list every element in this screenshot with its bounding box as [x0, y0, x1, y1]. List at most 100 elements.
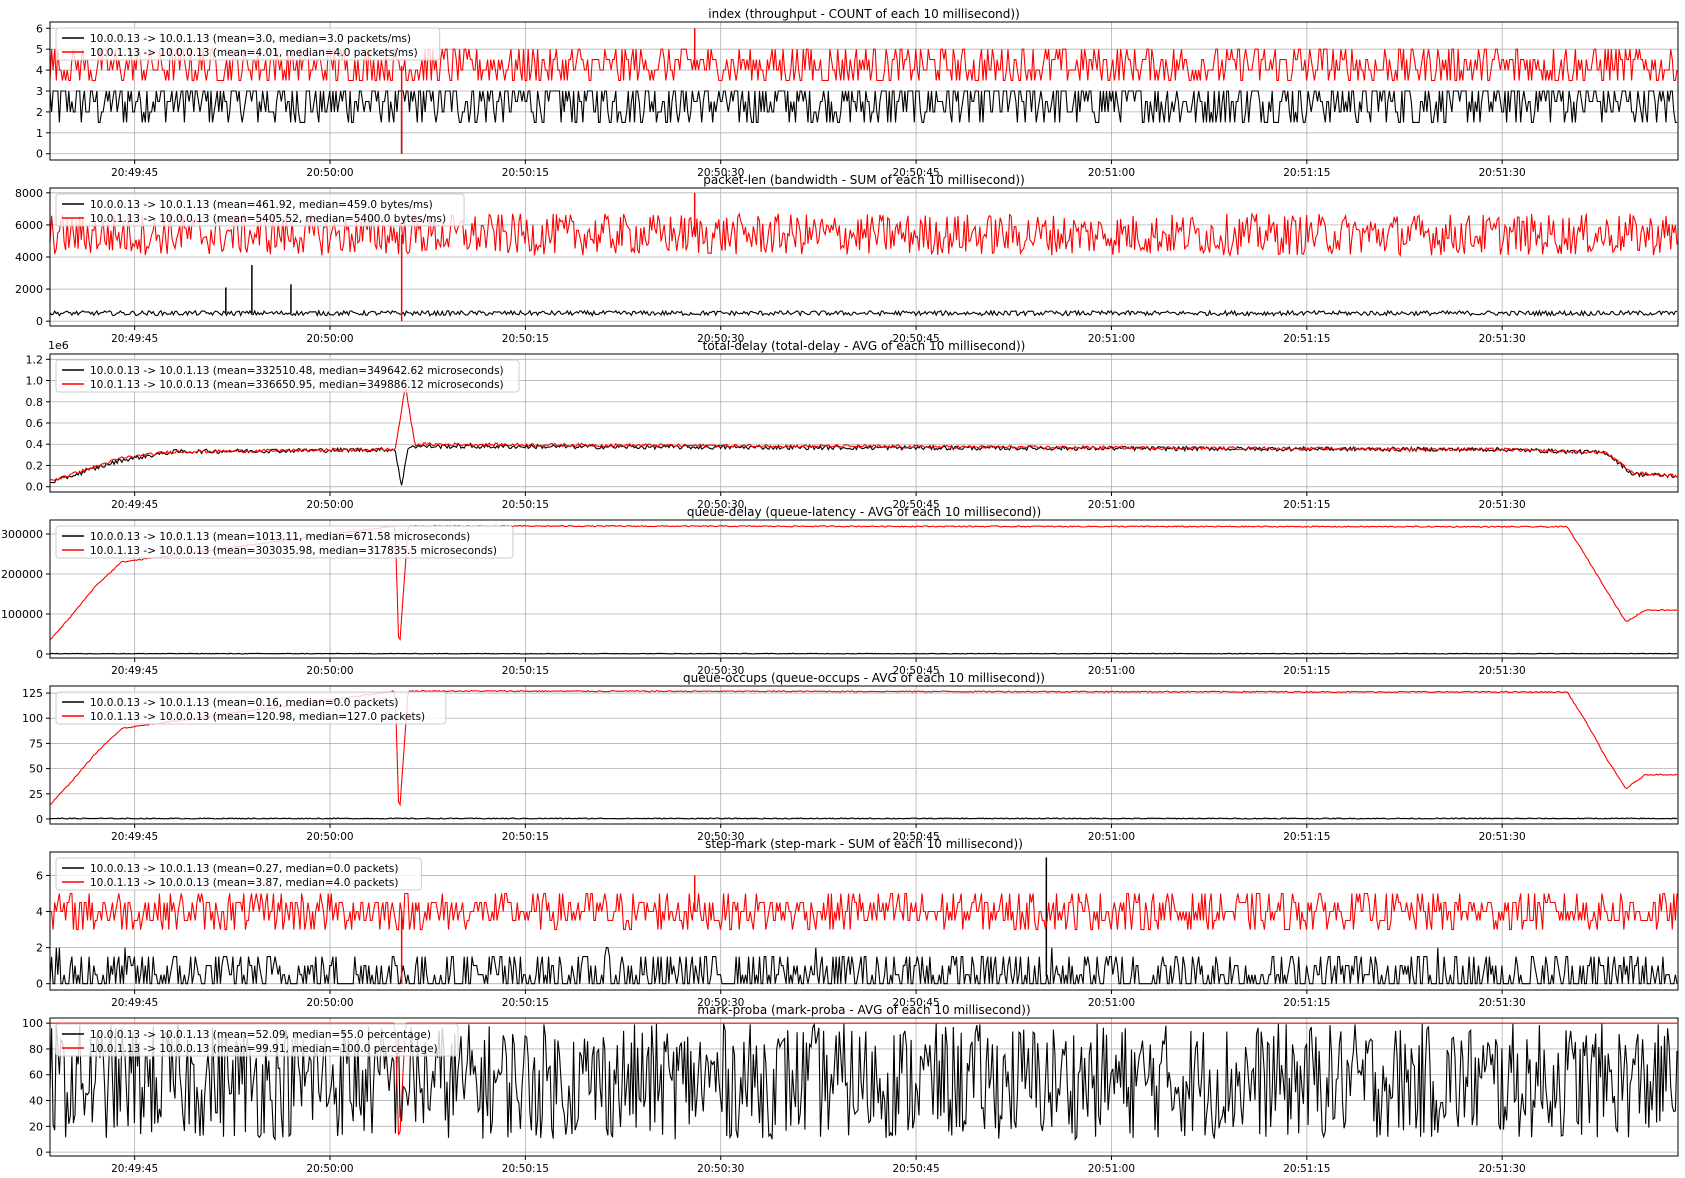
legend-label: 10.0.0.13 -> 10.0.1.13 (mean=52.09, medi…	[90, 1029, 431, 1041]
series-group	[50, 857, 1678, 985]
axes-frame	[49, 1017, 1679, 1157]
xtick-label: 20:51:00	[1088, 665, 1135, 677]
ytick-label: 80	[29, 1043, 43, 1056]
series-line	[50, 309, 1678, 318]
xtick-label: 20:50:45	[893, 1163, 940, 1175]
xtick-label: 20:50:00	[306, 1163, 353, 1175]
legend-label: 10.0.1.13 -> 10.0.0.13 (mean=303035.98, …	[90, 545, 497, 557]
legend-label: 10.0.1.13 -> 10.0.0.13 (mean=336650.95, …	[90, 379, 504, 391]
axes-frame	[49, 685, 1679, 825]
subplot-2: packet-len (bandwidth - SUM of each 10 m…	[15, 173, 1679, 345]
xtick-label: 20:50:45	[893, 665, 940, 677]
subplot-3: total-delay (total-delay - AVG of each 1…	[26, 339, 1679, 511]
ytick-label: 100	[22, 712, 43, 725]
xtick-label: 20:50:30	[697, 665, 744, 677]
legend-label: 10.0.1.13 -> 10.0.0.13 (mean=4.01, media…	[90, 47, 418, 59]
ytick-label: 60	[29, 1069, 43, 1082]
xtick-label: 20:51:15	[1283, 499, 1330, 511]
xtick-label: 20:50:15	[502, 997, 549, 1009]
subplot-title: step-mark (step-mark - SUM of each 10 mi…	[705, 837, 1023, 851]
legend-label: 10.0.0.13 -> 10.0.1.13 (mean=0.27, media…	[90, 863, 398, 875]
xtick-label: 20:50:45	[893, 997, 940, 1009]
xtick-label: 20:50:45	[893, 333, 940, 345]
xtick-label: 20:50:30	[697, 167, 744, 179]
series-line	[50, 892, 1678, 931]
xtick-label: 20:50:15	[502, 1163, 549, 1175]
legend-box	[55, 525, 514, 559]
xtick-label: 20:50:45	[893, 831, 940, 843]
xtick-label: 20:51:30	[1479, 997, 1526, 1009]
xtick-label: 20:50:00	[306, 499, 353, 511]
ytick-label: 2000	[15, 283, 43, 296]
xtick-label: 20:50:45	[893, 167, 940, 179]
series-line	[50, 1022, 1677, 1136]
subplot-title: total-delay (total-delay - AVG of each 1…	[703, 339, 1026, 353]
xtick-label: 20:51:15	[1283, 997, 1330, 1009]
xtick-label: 20:50:00	[306, 333, 353, 345]
ytick-label: 1.2	[26, 353, 44, 366]
xtick-label: 20:50:30	[697, 997, 744, 1009]
ytick-label: 200000	[1, 568, 43, 581]
xtick-label: 20:50:00	[306, 665, 353, 677]
subplot-title: mark-proba (mark-proba - AVG of each 10 …	[697, 1003, 1030, 1017]
series-group	[50, 1022, 1678, 1142]
xtick-label: 20:50:15	[502, 831, 549, 843]
series-group	[50, 192, 1678, 322]
ytick-label: 3	[36, 85, 43, 98]
xtick-label: 20:49:45	[111, 665, 158, 677]
legend-box	[55, 1023, 459, 1057]
subplot-title: index (throughput - COUNT of each 10 mil…	[708, 7, 1020, 21]
xtick-label: 20:50:30	[697, 831, 744, 843]
ytick-label: 0	[36, 315, 43, 328]
ytick-label: 25	[29, 788, 43, 801]
legend-box	[55, 27, 441, 61]
ytick-label: 6	[36, 869, 43, 882]
xtick-label: 20:51:15	[1283, 167, 1330, 179]
ytick-label: 4	[36, 64, 43, 77]
subplot-7: mark-proba (mark-proba - AVG of each 10 …	[22, 1003, 1679, 1175]
xtick-label: 20:51:30	[1479, 499, 1526, 511]
xtick-label: 20:51:00	[1088, 167, 1135, 179]
ytick-label: 0	[36, 978, 43, 991]
ytick-label: 5	[36, 43, 43, 56]
xtick-label: 20:51:15	[1283, 665, 1330, 677]
xtick-label: 20:51:00	[1088, 333, 1135, 345]
series-group	[50, 388, 1678, 486]
ytick-label: 4	[36, 906, 43, 919]
series-line	[50, 817, 1678, 820]
subplot-1: index (throughput - COUNT of each 10 mil…	[36, 7, 1679, 179]
ytick-label: 0.6	[26, 417, 44, 430]
ytick-label: 20	[29, 1120, 43, 1133]
xtick-label: 20:50:15	[502, 167, 549, 179]
xtick-label: 20:50:00	[306, 831, 353, 843]
xtick-label: 20:51:30	[1479, 665, 1526, 677]
xtick-label: 20:50:15	[502, 665, 549, 677]
legend-label: 10.0.0.13 -> 10.0.1.13 (mean=1013.11, me…	[90, 531, 470, 543]
legend-label: 10.0.1.13 -> 10.0.0.13 (mean=3.87, media…	[90, 877, 398, 889]
ytick-label: 100000	[1, 608, 43, 621]
series-line	[50, 388, 1678, 481]
subplot-6: step-mark (step-mark - SUM of each 10 mi…	[36, 837, 1679, 1009]
legend-box	[55, 857, 422, 891]
ytick-label: 75	[29, 737, 43, 750]
xtick-label: 20:51:30	[1479, 167, 1526, 179]
legend-label: 10.0.1.13 -> 10.0.0.13 (mean=5405.52, me…	[90, 213, 446, 225]
series-line	[50, 1022, 1678, 1142]
legend-label: 10.0.1.13 -> 10.0.0.13 (mean=99.91, medi…	[90, 1043, 438, 1055]
xtick-label: 20:49:45	[111, 1163, 158, 1175]
ytick-label: 0	[36, 148, 43, 161]
legend-label: 10.0.0.13 -> 10.0.1.13 (mean=461.92, med…	[90, 199, 433, 211]
xtick-label: 20:51:30	[1479, 1163, 1526, 1175]
xtick-label: 20:50:15	[502, 333, 549, 345]
series-line	[50, 48, 1678, 82]
subplot-title: queue-delay (queue-latency - AVG of each…	[687, 505, 1041, 519]
xtick-label: 20:49:45	[111, 499, 158, 511]
legend-box	[55, 193, 465, 227]
xtick-label: 20:51:30	[1479, 831, 1526, 843]
ytick-label: 0	[36, 1146, 43, 1159]
xtick-label: 20:49:45	[111, 831, 158, 843]
legend-box	[55, 359, 520, 393]
ytick-label: 40	[29, 1095, 43, 1108]
xtick-label: 20:49:45	[111, 167, 158, 179]
xtick-label: 20:51:15	[1283, 831, 1330, 843]
